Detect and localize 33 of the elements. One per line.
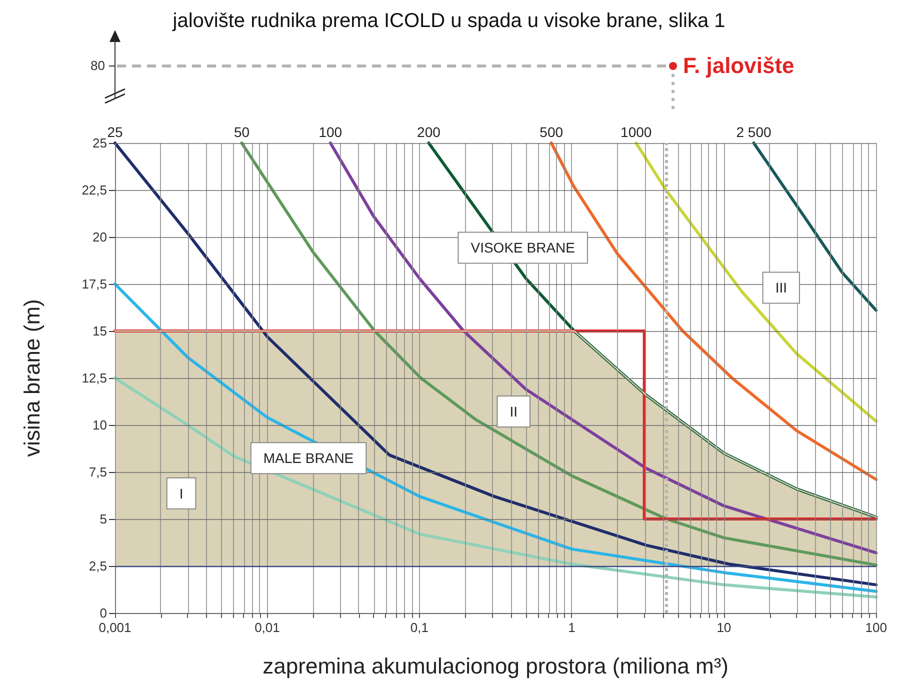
y-tick-label: 7,5: [88, 464, 107, 480]
series-label: 1000: [620, 124, 652, 140]
annotation: I: [179, 485, 184, 502]
y-axis-title: visina brane (m): [20, 299, 44, 457]
series-label: 2 500: [736, 124, 772, 140]
y-tick-label: 22,5: [82, 182, 107, 198]
annotation: II: [510, 403, 518, 420]
text: F. jalovište: [683, 53, 794, 79]
y-tick-label: 5: [100, 512, 107, 526]
series-label: 50: [234, 124, 250, 140]
series-label: 200: [417, 124, 441, 140]
y-tick-label: 10: [92, 418, 107, 432]
y-tick-label: 25: [92, 136, 107, 150]
y-tick-label: 12,5: [82, 370, 107, 386]
x-tick-label: 0,1: [410, 620, 428, 635]
x-tick-label: 0,01: [254, 620, 280, 635]
annotation: MALE BRANE: [263, 450, 354, 466]
y-tick-label: 17,5: [82, 276, 107, 292]
y-tick-label: 2,5: [88, 558, 107, 574]
text: jalovište rudnika prema ICOLD u spada u visoke brane, slika 1: [171, 10, 726, 33]
annotation: III: [775, 280, 787, 296]
y-tick-label: 20: [92, 230, 107, 244]
x-axis-title: zapremina akumulacionog prostora (miliona m³): [262, 654, 729, 678]
series-label: 500: [540, 124, 564, 140]
x-tick-label: 1: [568, 620, 576, 635]
series-label: 100: [318, 124, 342, 140]
x-tick-label: 100: [865, 620, 888, 635]
y-tick-label: 15: [92, 324, 107, 338]
text: 80: [90, 58, 105, 74]
annotation: VISOKE BRANE: [470, 240, 575, 256]
y-tick-label: 0: [100, 606, 107, 620]
x-tick-label: 0,001: [98, 620, 132, 635]
x-tick-label: 10: [716, 620, 732, 635]
